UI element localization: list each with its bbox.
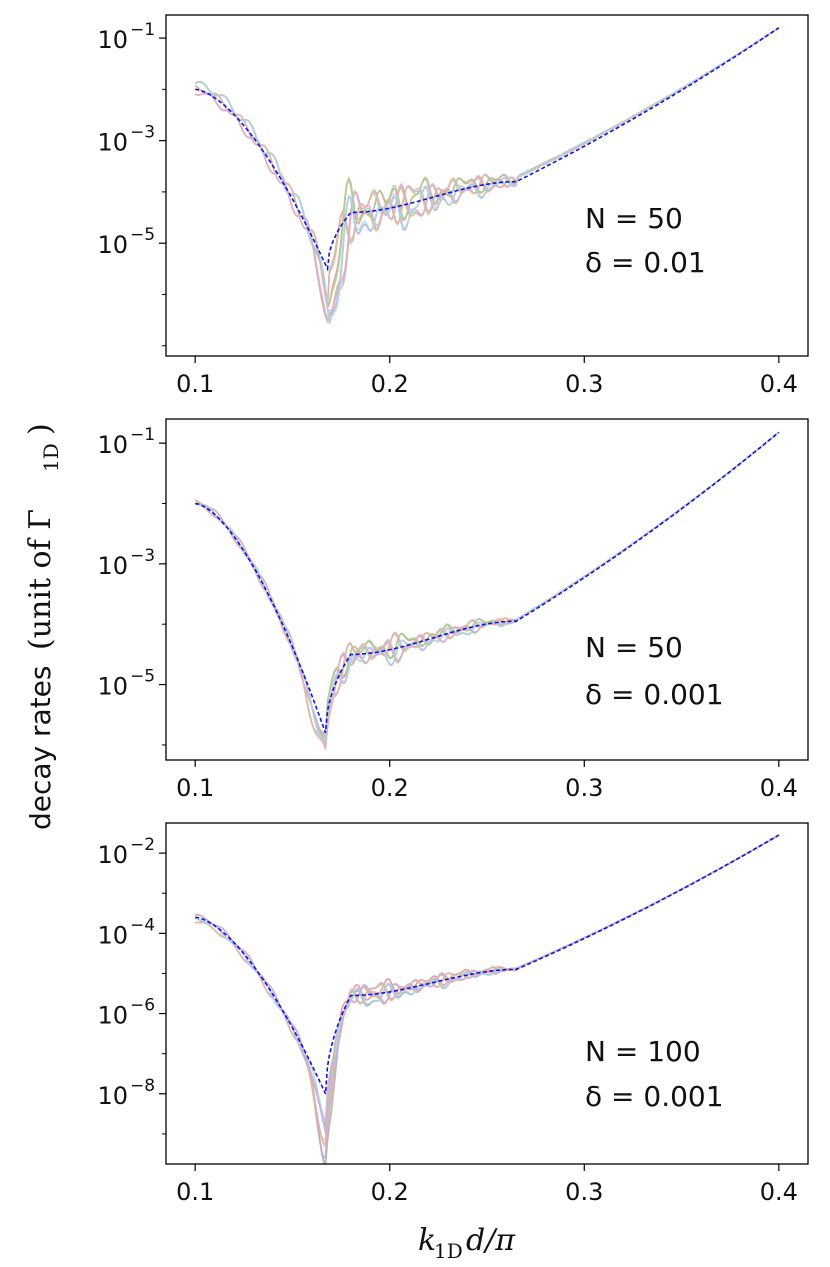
axes-frame — [165, 418, 809, 761]
model-dashed-line — [195, 834, 780, 1095]
panel-top: 0.1 0.2 0.3 0.410−110−310 −5N = 50δ = 0.01 — [97, 14, 809, 398]
x-tick-label: 0.2 — [371, 1178, 409, 1206]
x-tick-label: 0.4 — [760, 774, 798, 802]
y-tick-label: 10 — [97, 431, 128, 459]
y-tick-exponent: −6 — [130, 996, 155, 1016]
x-label-k: k — [418, 1223, 436, 1258]
y-tick-label: 10 — [97, 231, 128, 259]
y-tick-label: 10 — [97, 841, 128, 869]
x-tick-label: 0.2 — [371, 774, 409, 802]
panel-middle: 0.1 0.2 0.3 0.410−110−310 −5N = 50δ = 0.001 — [97, 418, 809, 802]
x-tick-label: 0.2 — [371, 370, 409, 398]
y-tick-exponent: −2 — [130, 835, 155, 855]
y-axis-label: decay rates (unit of Γ 1D ) — [23, 423, 63, 830]
x-tick-label: 0.1 — [176, 370, 214, 398]
plot-area — [194, 834, 780, 1164]
axes-frame — [165, 822, 809, 1165]
plot-area — [194, 431, 780, 750]
y-tick-label: 10 — [97, 26, 128, 54]
annotation-delta: δ = 0.01 — [585, 246, 706, 279]
y-tick-exponent: −8 — [130, 1076, 155, 1096]
axes-frame — [165, 14, 809, 357]
annotation-delta: δ = 0.001 — [585, 1080, 724, 1113]
x-tick-label: 0.1 — [176, 1178, 214, 1206]
x-label-sub: 1D — [434, 1239, 463, 1263]
y-label-close: ) — [23, 423, 58, 435]
x-tick-label: 0.3 — [565, 370, 603, 398]
y-tick-exponent: −5 — [130, 225, 155, 245]
y-tick-exponent: −1 — [130, 20, 155, 40]
y-label-text: decay rates — [24, 666, 57, 831]
y-tick-exponent: −3 — [130, 123, 155, 143]
annotation-n: N = 100 — [585, 1035, 701, 1068]
y-tick-label: 10 — [97, 552, 128, 580]
y-tick-label: 10 — [97, 1002, 128, 1030]
model-dashed-line — [195, 27, 780, 272]
y-label-sub: 1D — [39, 443, 63, 472]
realization-line — [194, 834, 780, 1123]
y-tick-label: 10 — [97, 921, 128, 949]
realization-line — [194, 27, 780, 325]
annotation-n: N = 50 — [585, 202, 683, 235]
y-label-unit: (unit of Γ — [23, 509, 58, 650]
x-tick-label: 0.3 — [565, 1178, 603, 1206]
x-tick-label: 0.4 — [760, 1178, 798, 1206]
y-tick-label: 10 — [97, 129, 128, 157]
x-tick-label: 0.4 — [760, 370, 798, 398]
x-axis-label: k 1D d/π — [418, 1223, 516, 1263]
model-dashed-line — [195, 431, 780, 734]
y-tick-exponent: −5 — [130, 667, 155, 687]
plot-area — [194, 27, 780, 325]
x-tick-label: 0.1 — [176, 774, 214, 802]
y-tick-exponent: −4 — [130, 915, 155, 935]
y-tick-exponent: −1 — [130, 425, 155, 445]
y-tick-exponent: −3 — [130, 546, 155, 566]
x-tick-label: 0.3 — [565, 774, 603, 802]
annotation-n: N = 50 — [585, 631, 683, 664]
y-tick-label: 10 — [97, 673, 128, 701]
annotation-delta: δ = 0.001 — [585, 678, 724, 711]
y-tick-label: 10 — [97, 1082, 128, 1110]
x-label-rest: d/π — [466, 1223, 516, 1258]
